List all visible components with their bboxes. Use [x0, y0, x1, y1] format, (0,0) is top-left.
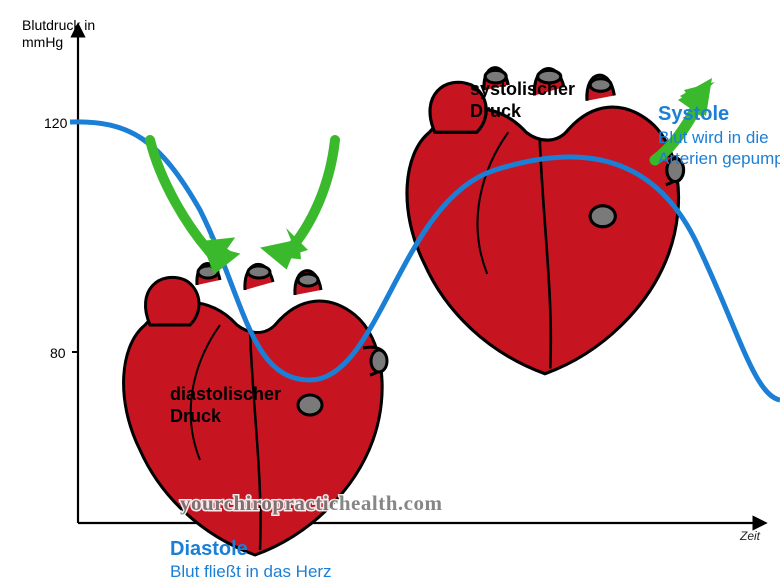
systole-heart-label-1: systolischer: [470, 79, 575, 99]
x-axis-label: Zeit: [739, 529, 761, 543]
watermark-text: yourchiropractichealth.com: [180, 491, 442, 515]
heart-systole: [407, 68, 684, 374]
diastole-title: Diastole: [170, 538, 248, 560]
diagram-canvas: 120 80 Blutdruck in mmHg Zeit diastolisc…: [0, 0, 780, 581]
ytick-120: 120: [44, 115, 68, 131]
y-axis-label-1: Blutdruck in: [22, 17, 95, 33]
systole-phase-label: Systole Blut wird in die Arterien gepump: [658, 103, 780, 168]
diastole-heart-label-1: diastolischer: [170, 384, 281, 404]
ytick-80: 80: [50, 345, 66, 361]
systole-desc-1: Blut wird in die: [658, 128, 769, 147]
y-axis-label-2: mmHg: [22, 34, 63, 50]
systole-heart-label-2: Druck: [470, 101, 522, 121]
diastole-heart-label-2: Druck: [170, 406, 222, 426]
systole-title: Systole: [658, 103, 729, 125]
diastole-desc: Blut fließt in das Herz: [170, 562, 332, 581]
systole-desc-2: Arterien gepump: [658, 149, 780, 168]
